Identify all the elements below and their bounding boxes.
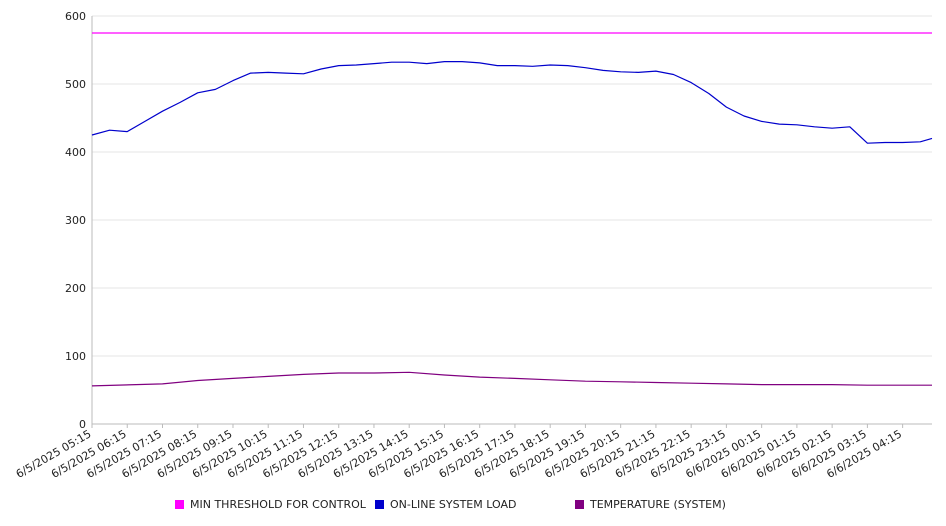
legend-item-temperature[interactable]: TEMPERATURE (SYSTEM) (575, 498, 726, 511)
legend-label-temperature: TEMPERATURE (SYSTEM) (590, 498, 726, 511)
y-tick-label: 100 (65, 350, 86, 363)
y-tick-label: 300 (65, 214, 86, 227)
legend: MIN THRESHOLD FOR CONTROL ON-LINE SYSTEM… (0, 498, 946, 514)
y-tick-label: 200 (65, 282, 86, 295)
y-tick-label: 600 (65, 10, 86, 23)
y-axis: 0 100 200 300 400 500 600 (65, 10, 93, 431)
grid-lines (92, 15, 932, 425)
series-line-on-line-system-load (91, 60, 933, 144)
series-lines (91, 32, 933, 387)
y-tick-label: 400 (65, 146, 86, 159)
legend-item-threshold[interactable]: MIN THRESHOLD FOR CONTROL (175, 498, 366, 511)
legend-item-system-load[interactable]: ON-LINE SYSTEM LOAD (375, 498, 516, 511)
legend-label-threshold: MIN THRESHOLD FOR CONTROL (190, 498, 366, 511)
legend-swatch-system-load (375, 500, 384, 509)
series-line-temperature-system (91, 371, 932, 387)
legend-swatch-temperature (575, 500, 584, 509)
legend-label-system-load: ON-LINE SYSTEM LOAD (390, 498, 517, 511)
x-axis: 6/5/2025 05:156/5/2025 06:156/5/2025 07:… (14, 423, 932, 481)
legend-swatch-threshold (175, 500, 184, 509)
y-tick-label: 500 (65, 78, 86, 91)
y-tick-label: 0 (79, 418, 86, 431)
